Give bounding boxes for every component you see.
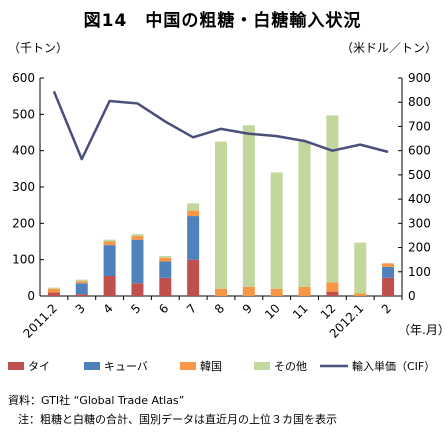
y-right-tick-label: 800 (408, 95, 431, 109)
y-left-tick-label: 200 (12, 216, 35, 230)
y-right-tick-label: 600 (408, 144, 431, 158)
x-tick-label: 7 (184, 301, 199, 316)
bar-segment (187, 216, 200, 260)
x-tick-label: 6 (156, 301, 171, 316)
legend-swatch (8, 362, 24, 370)
bar-segment (131, 236, 144, 240)
x-tick-label: 8 (212, 301, 227, 316)
bar-segment (131, 283, 144, 296)
legend-label: タイ (28, 360, 50, 373)
y-left-tick-label: 100 (12, 253, 35, 267)
y-right-tick-label: 100 (408, 265, 431, 279)
bar-segment (298, 286, 311, 296)
legend: タイ キューバ 韓国 その他 輸入単価（CIF） (8, 359, 435, 373)
bar-segment (326, 282, 339, 292)
legend-swatch (84, 362, 100, 370)
bar-segment (75, 279, 88, 282)
y-left-unit-label: （千トン） (8, 41, 68, 55)
y-left-tick-label: 600 (12, 71, 35, 85)
x-tick-label: 12 (318, 301, 339, 322)
x-tick-label: 2011.2 (20, 301, 60, 341)
bar-segment (326, 291, 339, 296)
bar-segment (159, 257, 172, 262)
bar-segment (382, 263, 395, 267)
bar-segment (159, 256, 172, 258)
bar-segment (382, 266, 395, 278)
source-note: 資料：GTI社 “Global Trade Atlas” (8, 394, 185, 407)
bar-segment (354, 293, 367, 296)
legend-label: 韓国 (200, 360, 222, 373)
bar-segment (187, 259, 200, 296)
unit-price-line (52, 90, 389, 161)
legend-label: キューバ (104, 360, 148, 373)
y-left-tick-label: 500 (12, 107, 35, 121)
bar-segment (47, 288, 60, 293)
x-tick-label: 5 (128, 301, 143, 316)
bar-segment (242, 286, 255, 296)
bar-segment (382, 277, 395, 296)
bar-segment (270, 288, 283, 296)
footnote: 注：粗糖と白糖の合計、国別データは直近月の上位３カ国を表示 (18, 413, 337, 426)
bar-segment (103, 276, 116, 296)
y-right-tick-label: 400 (408, 192, 431, 206)
bar-segment (159, 261, 172, 278)
x-tick-label: 10 (262, 301, 283, 322)
bar-segment (47, 292, 60, 296)
legend-label: 輸入単価（CIF） (352, 359, 435, 373)
bar-segment (326, 115, 339, 283)
y-right-tick-label: 300 (408, 216, 431, 230)
bar-segment (75, 294, 88, 296)
bar-segment (103, 239, 116, 242)
legend-label: その他 (274, 360, 307, 373)
y-right-tick-label: 700 (408, 119, 431, 133)
bar-segment (159, 277, 172, 296)
y-right-tick-label: 500 (408, 168, 431, 182)
y-left-tick-label: 0 (27, 289, 35, 303)
bar-segment (131, 239, 144, 284)
bar-segment (103, 241, 116, 246)
bar-segment (47, 287, 60, 289)
y-right-tick-label: 900 (408, 71, 431, 85)
y-right-tick-label: 0 (408, 289, 416, 303)
bar-segment (187, 203, 200, 211)
bar-segment (298, 141, 311, 287)
legend-swatch (180, 362, 196, 370)
line-group (52, 90, 389, 161)
bar-segment (131, 234, 144, 237)
bar-segment (187, 210, 200, 217)
y-right-tick-label: 200 (408, 241, 431, 255)
x-tick-label: 2 (379, 301, 394, 316)
bar-segment (75, 283, 88, 295)
bar-segment (215, 288, 227, 296)
bar-segment (75, 281, 88, 284)
legend-swatch (254, 362, 270, 370)
bar-segment (242, 125, 255, 287)
bar-segment (103, 245, 116, 277)
y-left-tick-label: 400 (12, 144, 35, 158)
x-tick-label: 9 (240, 301, 255, 316)
x-tick-label: 11 (290, 301, 311, 322)
x-tick-label: 4 (100, 301, 115, 316)
chart-title: 図14 中国の粗糖・白糖輸入状況 (83, 11, 362, 31)
y-right-unit-label: （米ドル／トン） (341, 41, 437, 55)
x-unit-label: （年.月） (398, 323, 445, 337)
bar-segment (354, 242, 367, 294)
bar-segment (215, 141, 227, 289)
bar-segment (270, 172, 283, 289)
bars-group (47, 115, 395, 296)
y-left-tick-label: 300 (12, 180, 35, 194)
x-tick-label: 3 (73, 301, 88, 316)
